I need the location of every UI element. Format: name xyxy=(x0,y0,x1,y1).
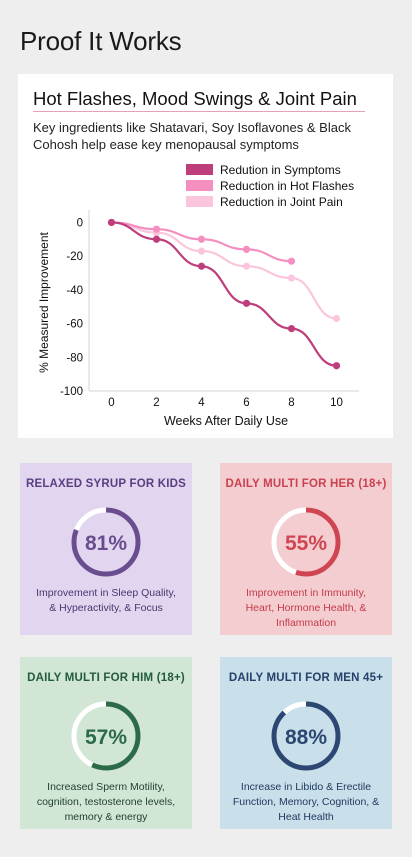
progress-ring-fill xyxy=(271,507,341,577)
progress-ring-fill xyxy=(271,701,341,771)
progress-ring: 57% xyxy=(71,701,141,771)
progress-ring: 55% xyxy=(271,507,341,577)
y-tick-label: -40 xyxy=(66,285,83,297)
x-tick-label: 8 xyxy=(288,397,294,409)
data-point xyxy=(107,218,116,227)
legend-swatch xyxy=(186,164,213,175)
legend-label: Reduction in Joint Pain xyxy=(220,195,343,209)
data-point xyxy=(287,274,296,282)
x-tick-label: 4 xyxy=(198,397,205,409)
legend-swatch xyxy=(186,180,213,191)
stat-card-title: RELAXED SYRUP FOR KIDS xyxy=(25,478,187,490)
progress-ring: 81% xyxy=(71,507,141,577)
stat-card-title: DAILY MULTI FOR MEN 45+ xyxy=(228,672,384,684)
stat-card-title: DAILY MULTI FOR HIM (18+) xyxy=(27,672,185,684)
x-tick-label: 2 xyxy=(153,397,159,409)
data-point xyxy=(242,245,251,253)
data-point xyxy=(332,314,341,323)
data-point xyxy=(242,262,251,270)
stat-card-multi-him: DAILY MULTI FOR HIM (18+) 57% Increased Sp… xyxy=(20,657,192,829)
legend-label: Redution in Symptoms xyxy=(220,163,341,177)
y-tick-label: -100 xyxy=(60,386,83,398)
chart-card-title: Hot Flashes, Mood Swings & Joint Pain xyxy=(33,88,357,109)
line-chart: 0 -20 -40 -60 -80 -100 0 2 4 6 8 10 Weeks After Dail… xyxy=(37,163,359,428)
stat-card-kids-syrup: RELAXED SYRUP FOR KIDS 81% Improvement in … xyxy=(20,463,192,635)
data-point xyxy=(152,235,161,243)
x-axis-label: Weeks After Daily Use xyxy=(164,414,288,428)
data-point xyxy=(197,262,206,270)
y-tick-label: -80 xyxy=(66,352,83,364)
y-tick-label: -20 xyxy=(66,251,83,263)
stat-card-multi-her: DAILY MULTI FOR HER (18+) 55% Improvement … xyxy=(220,463,392,635)
stat-description: Increase in Libido & Erectile Function, … xyxy=(232,781,380,823)
stat-value: 88% xyxy=(285,726,327,749)
title-divider xyxy=(33,111,365,112)
y-tick-label: -60 xyxy=(66,319,83,331)
progress-ring-fill xyxy=(71,701,141,771)
y-axis-label: % Measured Improvement xyxy=(37,231,51,372)
stat-description: Increased Sperm Motility, cognition, tes… xyxy=(36,781,176,823)
legend-label: Reduction in Hot Flashes xyxy=(220,179,354,193)
progress-ring: 88% xyxy=(271,701,341,771)
stat-value: 55% xyxy=(285,532,327,555)
stat-card-title: DAILY MULTI FOR HER (18+) xyxy=(225,478,387,490)
stat-value: 57% xyxy=(85,726,127,749)
stat-value: 81% xyxy=(85,532,127,555)
data-point xyxy=(287,325,296,333)
data-point xyxy=(287,257,296,265)
chart-card-description: Key ingredients like Shatavari, Soy Isof… xyxy=(33,120,351,152)
data-point xyxy=(197,235,206,243)
y-tick-label: 0 xyxy=(77,217,83,229)
progress-ring-fill xyxy=(71,507,141,577)
data-point xyxy=(242,299,251,307)
legend-swatch xyxy=(186,196,213,207)
page-title: Proof It Works xyxy=(20,26,182,56)
stat-card-multi-men-45: DAILY MULTI FOR MEN 45+ 88% Increase in Li… xyxy=(220,657,392,829)
x-tick-label: 0 xyxy=(108,397,114,409)
chart-card: Hot Flashes, Mood Swings & Joint Pain Ke… xyxy=(18,74,393,438)
data-point xyxy=(332,362,341,370)
x-tick-label: 6 xyxy=(243,397,249,409)
stat-description: Improvement in Immunity, Heart, Hormone … xyxy=(245,587,367,629)
data-point xyxy=(152,225,161,233)
data-point xyxy=(197,247,206,255)
x-tick-label: 10 xyxy=(330,397,343,409)
stat-description: Improvement in Sleep Quality, & Hyperact… xyxy=(36,587,176,614)
